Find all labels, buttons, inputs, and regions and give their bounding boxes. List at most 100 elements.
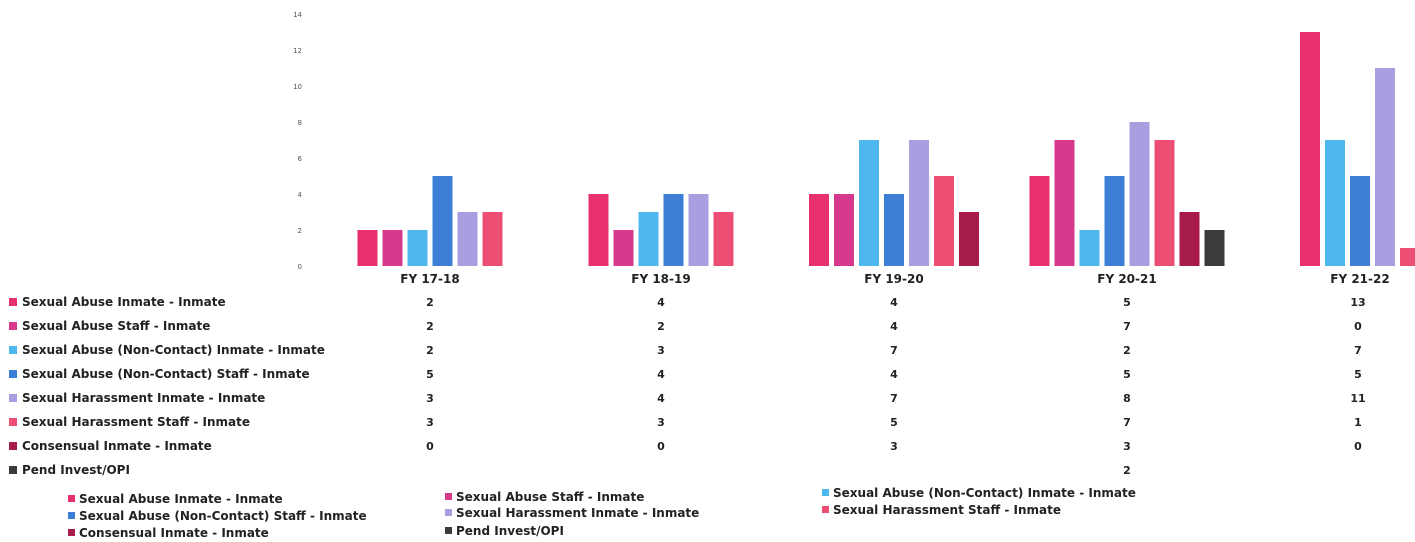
- row-label: Sexual Abuse (Non-Contact) Staff - Inmat…: [22, 367, 310, 381]
- bar: [1154, 140, 1175, 266]
- category-label: FY 17-18: [400, 272, 459, 286]
- bar: [859, 140, 879, 266]
- bar: [959, 212, 979, 266]
- legend-swatch: [445, 493, 452, 500]
- table-cell: 3: [426, 416, 434, 429]
- bar-group: [809, 140, 979, 266]
- table-row: Sexual Abuse Staff - Inmate 2 2 4 7 0: [9, 319, 1362, 333]
- legend-item: Sexual Abuse (Non-Contact) Staff - Inmat…: [68, 509, 367, 523]
- bar: [909, 140, 929, 266]
- legend-label: Sexual Abuse (Non-Contact) Inmate - Inma…: [833, 486, 1136, 500]
- bar: [588, 194, 609, 266]
- bar: [1179, 212, 1200, 266]
- bar: [1300, 32, 1320, 266]
- row-label: Consensual Inmate - Inmate: [22, 439, 212, 453]
- legend-label: Sexual Abuse Inmate - Inmate: [79, 492, 283, 506]
- legend-item: Consensual Inmate - Inmate: [68, 526, 269, 540]
- table-cell: 0: [1354, 440, 1362, 453]
- table-cell: 4: [657, 392, 665, 405]
- series-swatch: [9, 442, 17, 450]
- table-row: Consensual Inmate - Inmate 0 0 3 3 0: [9, 439, 1362, 453]
- row-label: Sexual Harassment Inmate - Inmate: [22, 391, 265, 405]
- table-cell: 5: [1123, 296, 1131, 309]
- table-row: Sexual Abuse (Non-Contact) Inmate - Inma…: [9, 343, 1362, 357]
- table-cell: 4: [657, 296, 665, 309]
- y-tick-label: 6: [298, 155, 303, 163]
- bar-group: [1029, 122, 1225, 266]
- y-tick-label: 12: [293, 47, 302, 55]
- table-row: Sexual Abuse (Non-Contact) Staff - Inmat…: [9, 367, 1362, 381]
- bar: [1400, 248, 1415, 266]
- bar: [382, 230, 403, 266]
- y-axis: 0 2 4 6 8 10 12 14: [293, 11, 302, 271]
- category-label: FY 19-20: [864, 272, 923, 286]
- table-cell: 2: [426, 296, 434, 309]
- table-cell: 7: [890, 344, 898, 357]
- y-tick-label: 8: [298, 119, 302, 127]
- bar: [688, 194, 709, 266]
- table-cell: 2: [426, 320, 434, 333]
- bar-groups: [357, 32, 1415, 266]
- legend-label: Sexual Harassment Staff - Inmate: [833, 503, 1061, 517]
- series-swatch: [9, 298, 17, 306]
- table-cell: 4: [890, 368, 898, 381]
- table-cell: 3: [657, 416, 665, 429]
- table-cell: 2: [1123, 344, 1131, 357]
- table-cell: 0: [1354, 320, 1362, 333]
- table-cell: 5: [426, 368, 434, 381]
- bar: [432, 176, 453, 266]
- table-cell: 0: [426, 440, 434, 453]
- table-cell: 7: [1354, 344, 1362, 357]
- bar-group: [1300, 32, 1415, 266]
- bar: [357, 230, 378, 266]
- y-tick-label: 10: [293, 83, 302, 91]
- table-cell: 5: [890, 416, 898, 429]
- table-row: Sexual Harassment Inmate - Inmate 3 4 7 8 11: [9, 391, 1366, 405]
- bar: [638, 212, 659, 266]
- legend-item: Pend Invest/OPI: [445, 524, 564, 538]
- table-cell: 4: [890, 296, 898, 309]
- series-swatch: [9, 418, 17, 426]
- bar: [407, 230, 428, 266]
- legend-label: Pend Invest/OPI: [456, 524, 564, 538]
- row-label: Pend Invest/OPI: [22, 463, 130, 477]
- legend-item: Sexual Harassment Inmate - Inmate: [445, 506, 699, 520]
- table-cell: 7: [890, 392, 898, 405]
- data-table: Sexual Abuse Inmate - Inmate 2 4 4 5 13Sexual…: [9, 295, 1366, 477]
- table-cell: 1: [1354, 416, 1362, 429]
- legend-label: Consensual Inmate - Inmate: [79, 526, 269, 540]
- legend-item: Sexual Abuse Staff - Inmate: [445, 490, 644, 504]
- bar: [713, 212, 734, 266]
- legend-swatch: [445, 509, 452, 516]
- table-row: Pend Invest/OPI 2: [9, 463, 1131, 477]
- legend: Sexual Abuse Inmate - Inmate Sexual Abuse…: [68, 486, 1136, 540]
- bar: [482, 212, 503, 266]
- bar: [1104, 176, 1125, 266]
- table-cell: 8: [1123, 392, 1131, 405]
- table-cell: 11: [1350, 392, 1365, 405]
- bar: [1350, 176, 1370, 266]
- bar: [934, 176, 954, 266]
- category-label: FY 18-19: [631, 272, 690, 286]
- table-cell: 7: [1123, 320, 1131, 333]
- legend-swatch: [68, 512, 75, 519]
- bar: [613, 230, 634, 266]
- bar: [1325, 140, 1345, 266]
- bar-group: [588, 194, 734, 266]
- bar: [834, 194, 854, 266]
- category-label: FY 21-22: [1330, 272, 1389, 286]
- legend-item: Sexual Abuse Inmate - Inmate: [68, 492, 283, 506]
- table-cell: 7: [1123, 416, 1131, 429]
- legend-swatch: [68, 495, 75, 502]
- row-label: Sexual Abuse Inmate - Inmate: [22, 295, 226, 309]
- bar: [884, 194, 904, 266]
- table-cell: 2: [426, 344, 434, 357]
- bar: [1054, 140, 1075, 266]
- table-cell: 3: [657, 344, 665, 357]
- row-label: Sexual Harassment Staff - Inmate: [22, 415, 250, 429]
- bar: [809, 194, 829, 266]
- table-cell: 2: [657, 320, 665, 333]
- legend-item: Sexual Abuse (Non-Contact) Inmate - Inma…: [822, 486, 1136, 500]
- category-label: FY 20-21: [1097, 272, 1156, 286]
